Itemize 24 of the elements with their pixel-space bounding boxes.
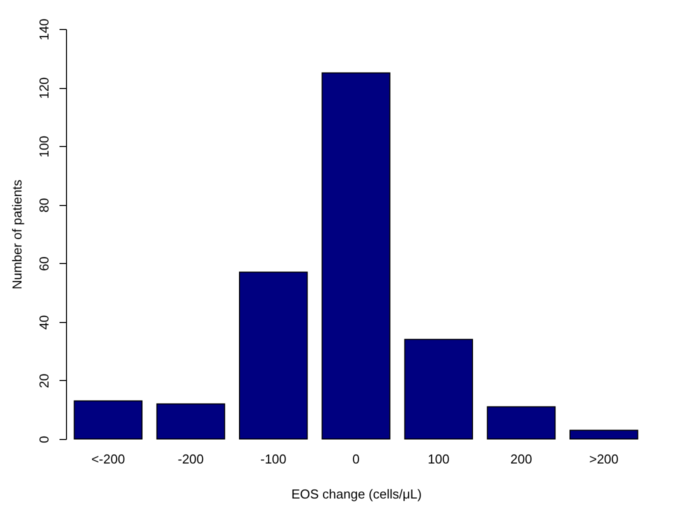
bar bbox=[486, 406, 556, 440]
bar bbox=[74, 400, 143, 440]
bar bbox=[156, 403, 226, 440]
x-tick-label: -200 bbox=[178, 452, 204, 466]
y-tick-label: 40 bbox=[36, 315, 52, 330]
x-tick-label: 100 bbox=[428, 452, 450, 466]
x-tick-label: -100 bbox=[260, 452, 286, 466]
x-tick-label: 200 bbox=[510, 452, 532, 466]
bar bbox=[322, 72, 390, 440]
x-tick-label: >200 bbox=[589, 452, 619, 466]
y-tick-label: 140 bbox=[36, 18, 52, 40]
y-tick-label: 0 bbox=[36, 436, 52, 444]
y-tick-label: 80 bbox=[36, 198, 52, 212]
y-tick-label: 60 bbox=[36, 256, 52, 272]
x-axis-title: EOS change (cells/μL) bbox=[291, 486, 422, 502]
bar bbox=[569, 430, 638, 440]
y-axis-title: Number of patients bbox=[10, 179, 24, 290]
x-tick-label: 0 bbox=[352, 452, 360, 466]
x-tick-label: <-200 bbox=[91, 452, 125, 466]
y-tick-label: 120 bbox=[36, 77, 52, 99]
bar bbox=[404, 338, 473, 440]
bar bbox=[239, 272, 308, 440]
y-tick-label: 100 bbox=[36, 136, 52, 158]
y-tick-label: 20 bbox=[36, 374, 52, 388]
